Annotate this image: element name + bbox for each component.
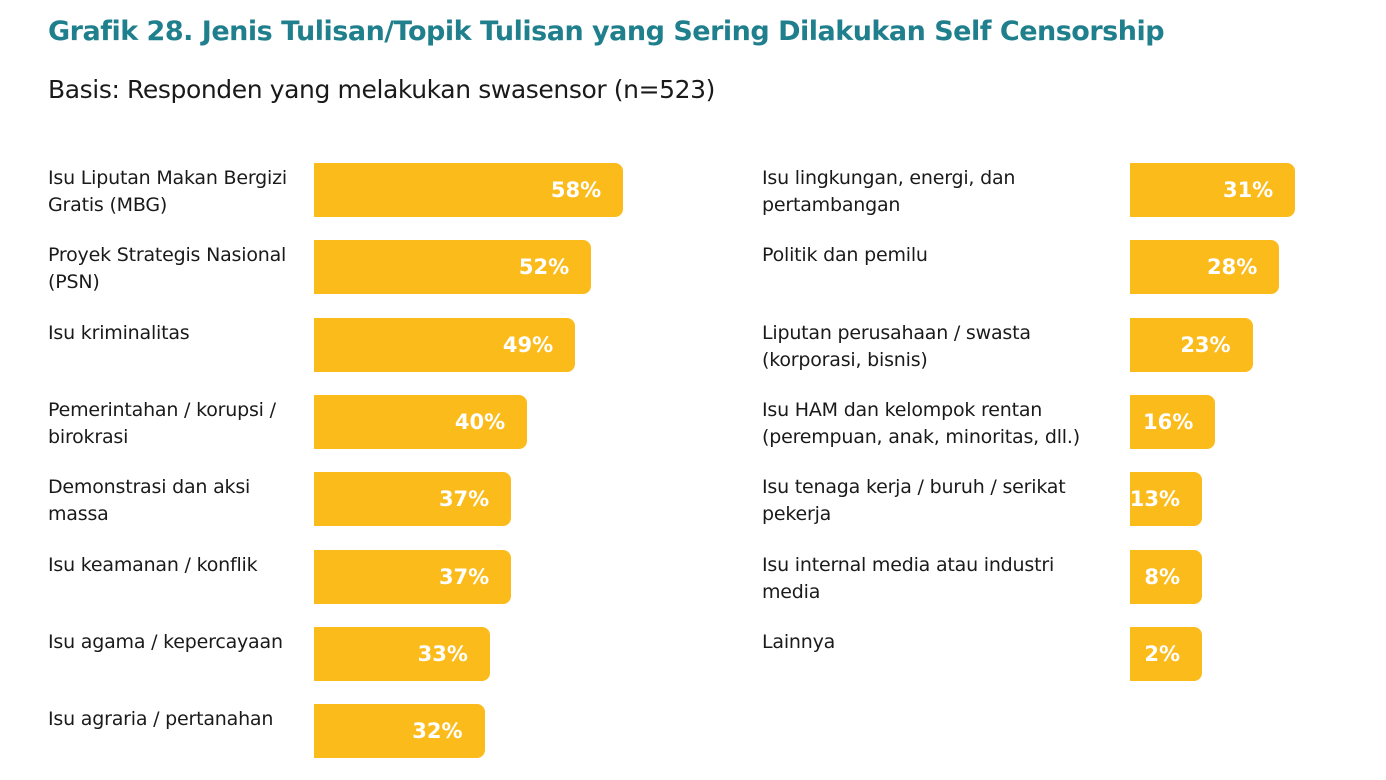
chart-row: Proyek Strategis Nasional (PSN) 52%: [48, 240, 654, 296]
bar-value-label: 32%: [412, 719, 463, 744]
bar-value-label: 16%: [1143, 409, 1194, 434]
bar: 2%: [1130, 626, 1202, 681]
category-label: Pemerintahan / korupsi / birokrasi: [48, 398, 276, 448]
category-label: Isu keamanan / konflik: [48, 553, 258, 576]
category-label: Isu lingkungan, energi, dan pertambangan: [762, 167, 1016, 216]
chart-row: Isu lingkungan, energi, dan pertambangan…: [762, 163, 1386, 219]
bar-value-label: 40%: [454, 409, 506, 434]
bar-value-label: 33%: [417, 641, 468, 666]
bar-value-label: 37%: [438, 564, 490, 589]
category-label: Isu kriminalitas: [48, 321, 190, 344]
bar: 49%: [314, 317, 576, 372]
chart-row: Isu HAM dan kelompok rentan (perempuan, …: [762, 394, 1386, 451]
bar: 8%: [1130, 549, 1202, 604]
bar-value-label: 28%: [1206, 255, 1258, 280]
category-label: Proyek Strategis Nasional (PSN): [48, 244, 287, 294]
bar: 37%: [314, 472, 512, 527]
bar: 32%: [314, 704, 485, 759]
category-label: Liputan perusahaan / swasta (korporasi, …: [762, 321, 1031, 371]
chart-title: Grafik 28. Jenis Tulisan/Topik Tulisan y…: [48, 16, 1165, 47]
category-label: Isu internal media atau industri media: [762, 553, 1055, 603]
category-label: Isu tenaga kerja / buruh / serikat peker…: [762, 476, 1066, 526]
category-label: Isu agraria / pertanahan: [48, 708, 274, 731]
chart-row: Demonstrasi dan aksi massa 37%: [48, 472, 654, 528]
chart-row: Isu agama / kepercayaan 33%: [48, 626, 654, 683]
chart-row: Isu Liputan Makan Bergizi Gratis (MBG) 58…: [48, 163, 654, 219]
bar: 33%: [314, 626, 490, 681]
chart-row: Lainnya 2%: [762, 626, 1386, 683]
bar: 40%: [314, 394, 528, 449]
bar-value-label: 37%: [438, 487, 490, 512]
bar-value-label: 49%: [502, 332, 554, 357]
chart-row: Isu kriminalitas 49%: [48, 317, 654, 374]
chart-row: Pemerintahan / korupsi / birokrasi 40%: [48, 394, 654, 451]
bar: 52%: [314, 240, 592, 295]
category-label: Isu Liputan Makan Bergizi Gratis (MBG): [48, 167, 287, 216]
bar-value-label: 31%: [1222, 178, 1274, 202]
bar-value-label: 13%: [1129, 487, 1180, 512]
bar: 31%: [1130, 163, 1296, 217]
bar-value-label: 2%: [1144, 641, 1180, 666]
bar: 28%: [1130, 240, 1280, 295]
chart-row: Isu agraria / pertanahan 32%: [48, 704, 654, 760]
category-label: Politik dan pemilu: [762, 244, 928, 267]
bar: 58%: [314, 163, 624, 217]
bar-value-label: 52%: [518, 255, 570, 280]
bar: 37%: [314, 549, 512, 604]
chart-subtitle: Basis: Responden yang melakukan swasenso…: [48, 75, 716, 104]
bar: 13%: [1129, 472, 1202, 527]
bar: 16%: [1130, 394, 1216, 449]
bar-value-label: 8%: [1144, 564, 1180, 589]
category-label: Isu agama / kepercayaan: [48, 630, 283, 653]
category-label: Isu HAM dan kelompok rentan (perempuan, …: [762, 398, 1080, 448]
chart-row: Isu internal media atau industri media 8%: [762, 549, 1386, 606]
category-label: Lainnya: [762, 630, 836, 653]
chart-row: Isu keamanan / konflik 37%: [48, 549, 654, 606]
chart-row: Isu tenaga kerja / buruh / serikat peker…: [762, 472, 1386, 528]
chart-row: Politik dan pemilu 28%: [762, 240, 1386, 296]
bar-value-label: 23%: [1180, 332, 1231, 357]
category-label: Demonstrasi dan aksi massa: [48, 476, 251, 526]
bar-value-label: 58%: [550, 178, 602, 202]
bar: 23%: [1130, 317, 1253, 372]
chart-row: Liputan perusahaan / swasta (korporasi, …: [762, 317, 1386, 374]
